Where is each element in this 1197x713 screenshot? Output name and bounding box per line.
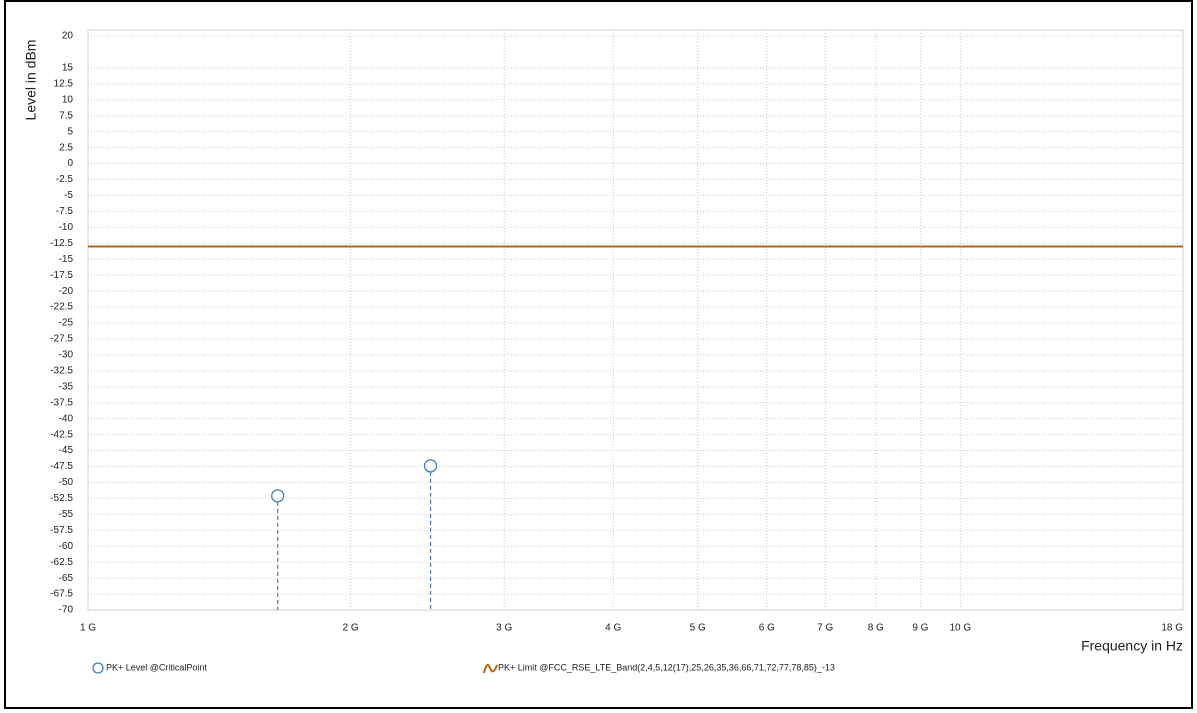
y-tick-label: -20 xyxy=(59,286,74,297)
x-tick-label: 3 G xyxy=(496,623,512,634)
y-tick-label: 12.5 xyxy=(54,78,74,89)
y-tick-label: -50 xyxy=(59,477,74,488)
x-tick-label: 9 G xyxy=(912,623,928,634)
x-tick-label: 4 G xyxy=(605,623,621,634)
y-tick-label: -37.5 xyxy=(50,397,73,408)
y-tick-label: 15 xyxy=(62,63,74,74)
point xyxy=(271,489,285,503)
y-tick-label: -5 xyxy=(64,190,73,201)
y-tick-label: -70 xyxy=(59,605,74,616)
y-tick-label: 7.5 xyxy=(59,110,73,121)
y-tick-label: -65 xyxy=(59,573,74,584)
y-tick-label: -15 xyxy=(59,254,74,265)
x-tick-label: 6 G xyxy=(759,623,775,634)
x-axis-label: Frequency in Hz xyxy=(1081,638,1183,654)
y-tick-label: -2.5 xyxy=(56,174,74,185)
y-tick-label: -7.5 xyxy=(56,206,74,217)
legend-icon xyxy=(483,663,498,674)
y-tick-label: -40 xyxy=(59,413,74,424)
x-tick-label: 7 G xyxy=(817,623,833,634)
y-tick-label: -22.5 xyxy=(50,302,73,313)
y-tick-label: 10 xyxy=(62,94,74,105)
y-tick-label: 20 xyxy=(62,31,74,42)
y-tick-label: -17.5 xyxy=(50,270,73,281)
frame xyxy=(4,0,1193,709)
y-tick-label: 5 xyxy=(67,126,73,137)
x-tick-label: 8 G xyxy=(868,623,884,634)
y-tick-label: -10 xyxy=(59,222,74,233)
legend-icon xyxy=(92,662,104,674)
y-tick-label: -27.5 xyxy=(50,334,73,345)
x-tick-label: 10 G xyxy=(949,623,971,634)
y-tick-label: -57.5 xyxy=(50,525,73,536)
y-tick-label: -30 xyxy=(59,350,74,361)
y-tick-label: 2.5 xyxy=(59,142,73,153)
y-tick-label: -52.5 xyxy=(50,493,73,504)
y-tick-label: -47.5 xyxy=(50,461,73,472)
x-tick-label: 5 G xyxy=(690,623,706,634)
x-tick-label: 18 G xyxy=(1161,623,1183,634)
point xyxy=(423,459,438,473)
legend-label: PK+ Level @CriticalPoint xyxy=(106,662,207,672)
legend-label: PK+ Limit @FCC_RSE_LTE_Band(2,4,5,12(17)… xyxy=(498,662,835,672)
y-tick-label: -35 xyxy=(59,381,74,392)
plot-area xyxy=(87,29,1184,611)
y-tick-label: -32.5 xyxy=(50,365,73,376)
y-tick-label: -45 xyxy=(59,445,74,456)
y-tick-label: -25 xyxy=(59,318,74,329)
y-tick-label: 0 xyxy=(67,158,73,169)
y-tick-label: -62.5 xyxy=(50,557,73,568)
y-axis-label: Level in dBm xyxy=(23,40,39,121)
y-tick-label: -67.5 xyxy=(50,589,73,600)
y-tick-label: -55 xyxy=(59,509,74,520)
y-tick-label: -12.5 xyxy=(50,238,73,249)
y-tick-label: -42.5 xyxy=(50,429,73,440)
x-tick-label: 2 G xyxy=(343,623,359,634)
x-tick-label: 1 G xyxy=(80,623,96,634)
y-tick-label: -60 xyxy=(59,541,74,552)
